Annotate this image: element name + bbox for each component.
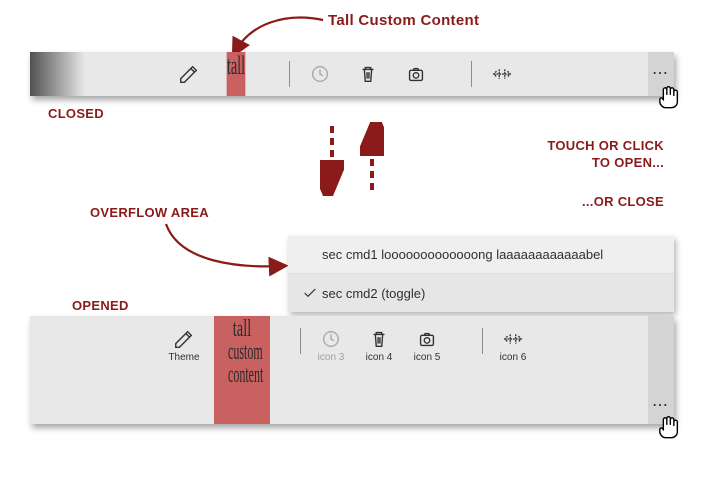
divider	[471, 61, 472, 87]
delete-button[interactable]	[344, 63, 392, 85]
divider	[300, 328, 301, 354]
tall-content-expanded: tall custom content	[214, 316, 270, 424]
closed-label: CLOSED	[48, 106, 104, 121]
icon-label: icon 4	[366, 352, 393, 363]
more-icon: ⋯	[652, 66, 670, 82]
fade-overlay	[30, 52, 85, 96]
overflow-item-label: sec cmd1 looooooooooooong laaaaaaaaaaaab…	[322, 247, 603, 262]
commandbar-opened: Theme tall custom content icon 3 icon 4 …	[30, 316, 674, 424]
delete-button[interactable]: icon 4	[355, 328, 403, 363]
clock-button[interactable]: icon 3	[307, 328, 355, 363]
icon-label: icon 5	[414, 352, 441, 363]
icon-label: icon 6	[500, 352, 527, 363]
title: Tall Custom Content	[328, 12, 479, 29]
icon-label: icon 3	[318, 352, 345, 363]
icon-label: Theme	[168, 352, 199, 363]
resize-button[interactable]: icon 6	[489, 328, 537, 363]
touch-label-1: TOUCH OR CLICK	[547, 138, 664, 153]
overflow-arrow-icon	[160, 218, 290, 278]
more-icon: ⋯	[652, 398, 670, 414]
overflow-item-2[interactable]: sec cmd2 (toggle)	[288, 274, 674, 312]
down-arrow-icon	[320, 122, 344, 196]
camera-button[interactable]	[392, 63, 440, 85]
up-arrow-icon	[360, 122, 384, 196]
opened-label: OPENED	[72, 298, 129, 313]
tall-content-collapsed: tall	[227, 52, 246, 96]
clock-button[interactable]	[296, 63, 344, 85]
overflow-panel: sec cmd1 looooooooooooong laaaaaaaaaaaab…	[288, 236, 674, 312]
resize-button[interactable]	[478, 63, 526, 85]
camera-button[interactable]: icon 5	[403, 328, 451, 363]
or-close-label: ...OR CLOSE	[582, 194, 664, 209]
commandbar-closed: tall ⋯	[30, 52, 674, 96]
divider	[289, 61, 290, 87]
divider	[482, 328, 483, 354]
touch-label-2: TO OPEN...	[592, 155, 664, 170]
more-button-opened[interactable]: ⋯	[648, 316, 674, 424]
more-button-closed[interactable]: ⋯	[648, 52, 674, 96]
overflow-item-1[interactable]: sec cmd1 looooooooooooong laaaaaaaaaaaab…	[288, 236, 674, 274]
check-icon	[302, 285, 322, 301]
edit-button[interactable]: Theme	[160, 328, 208, 363]
overflow-item-label: sec cmd2 (toggle)	[322, 286, 425, 301]
edit-button[interactable]	[165, 63, 213, 85]
